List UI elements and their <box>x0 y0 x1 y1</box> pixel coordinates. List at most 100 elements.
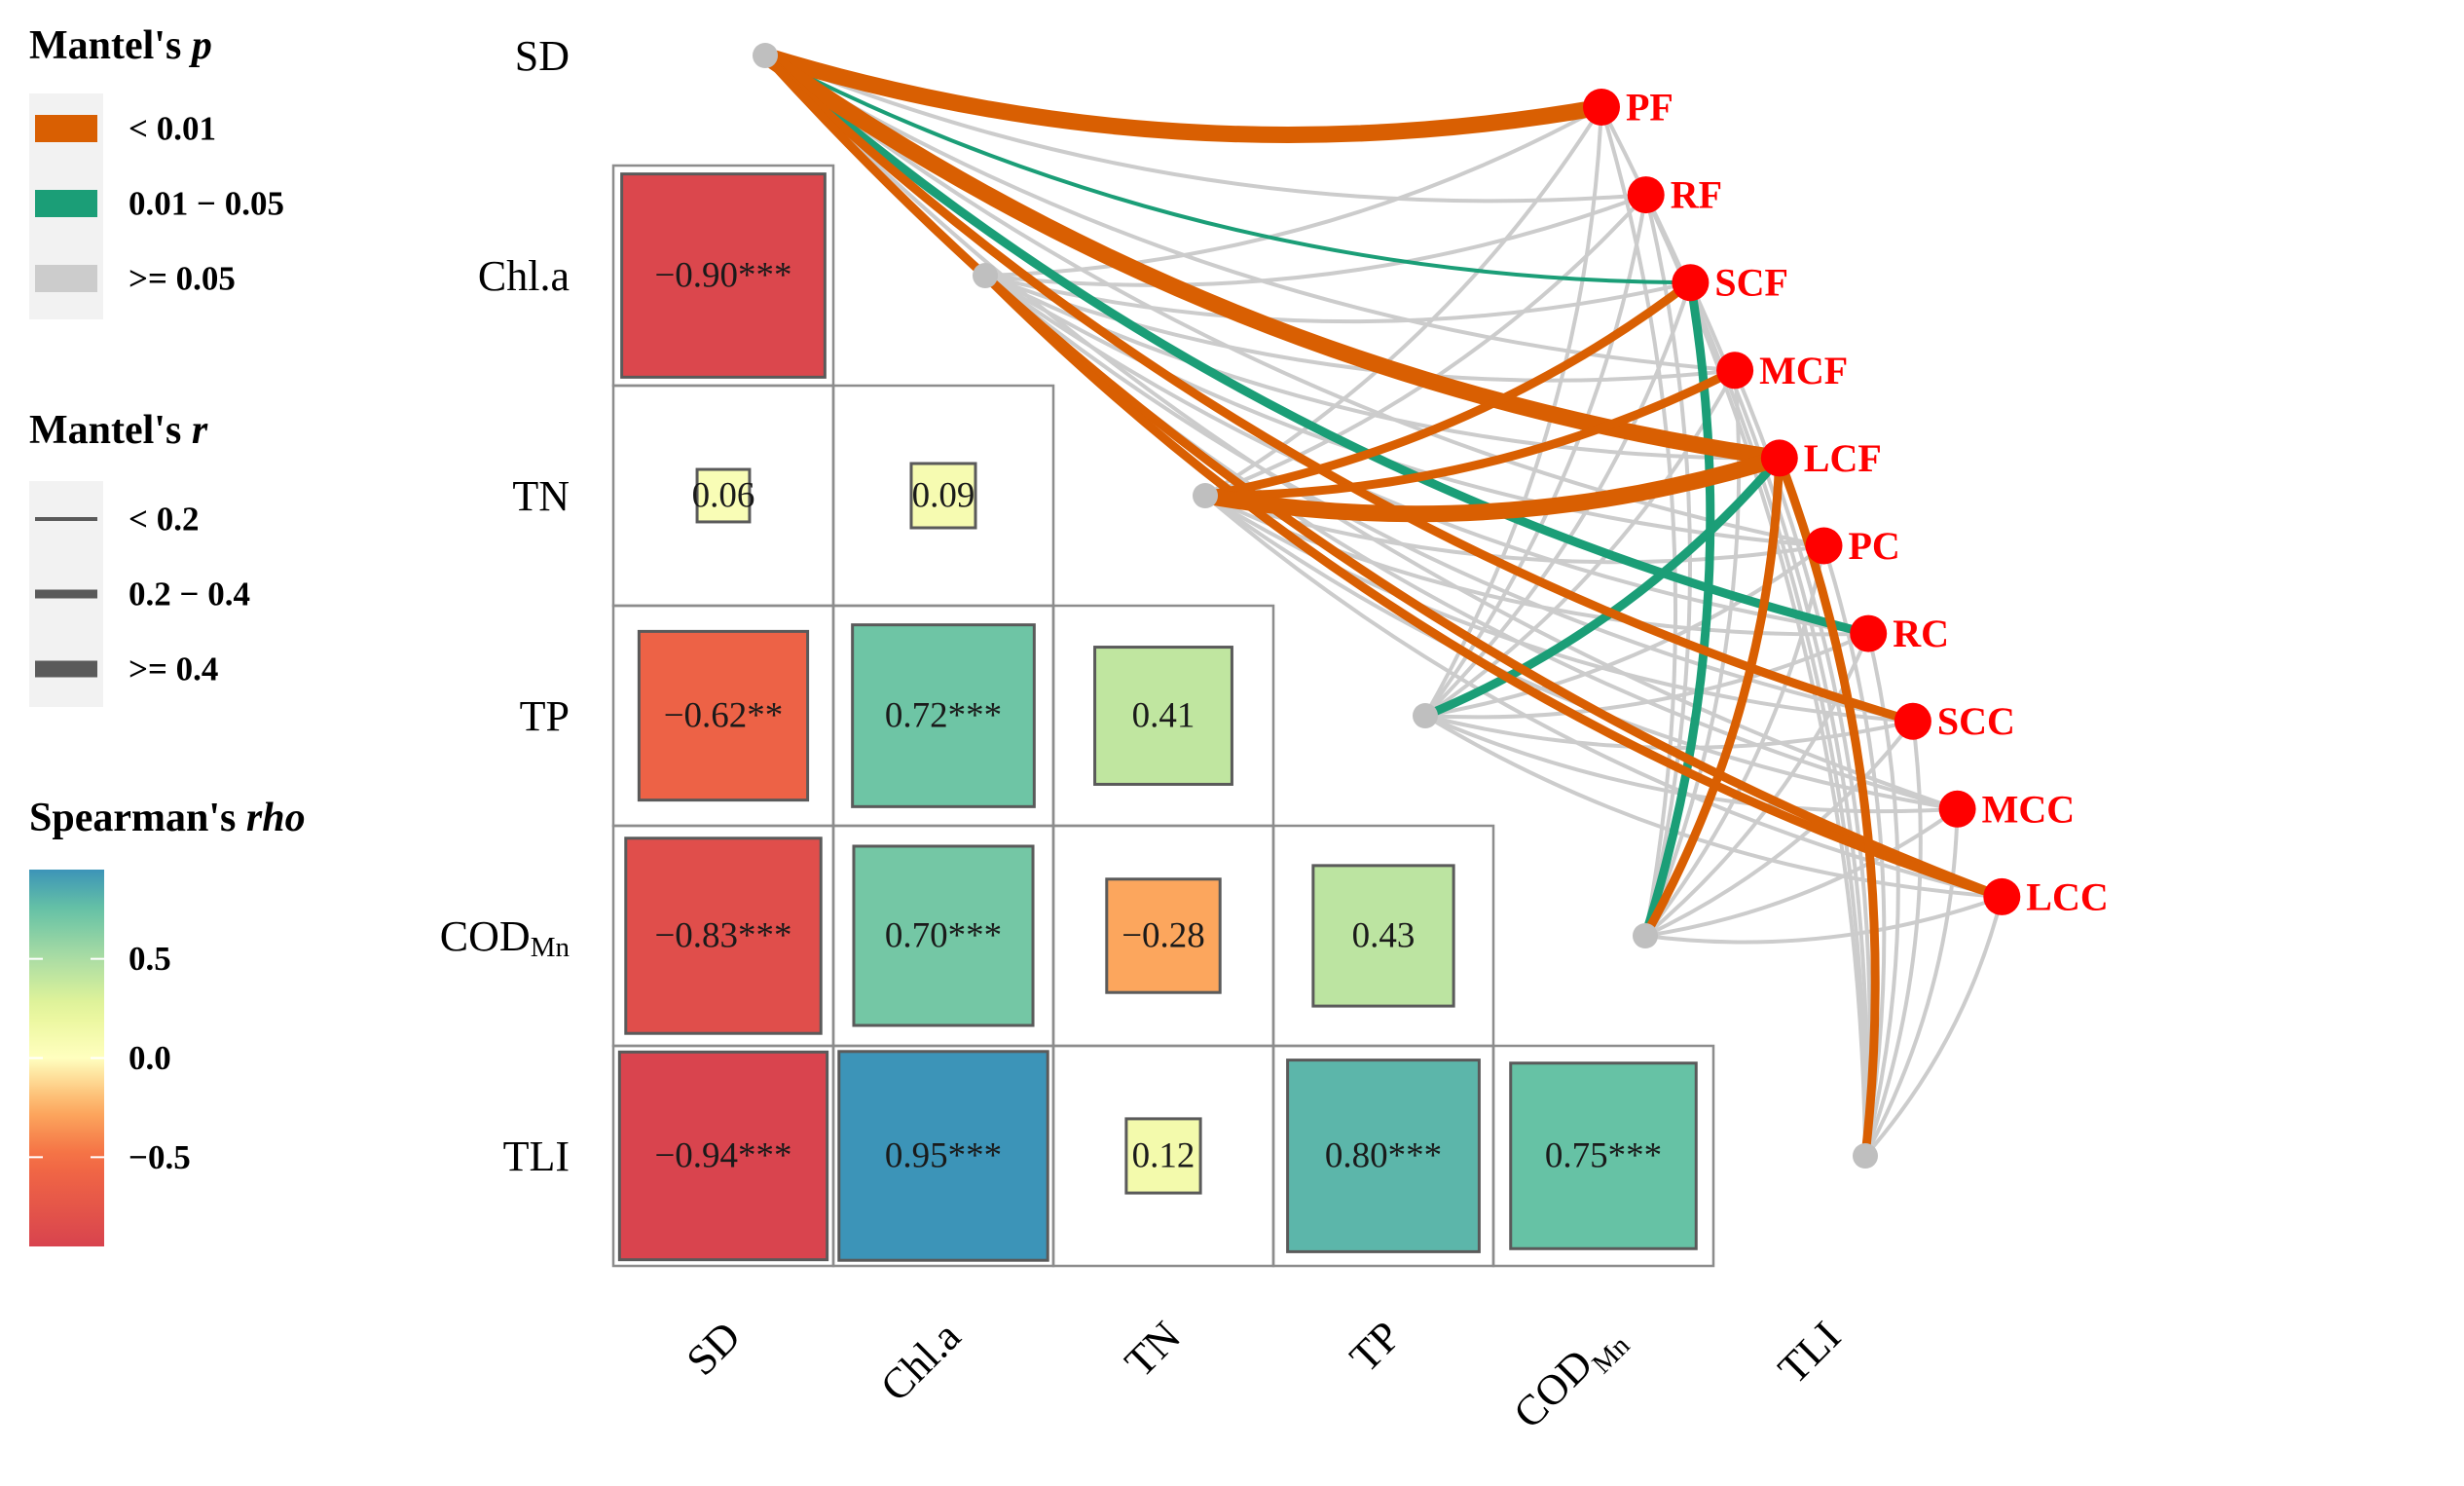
network-nodes: PF RF SCF MCF LCF PC RC SCC MCC LCC <box>753 43 2109 1169</box>
col-label-tp: TP <box>1341 1312 1410 1381</box>
bio-label-pf: PF <box>1626 86 1673 130</box>
corr-label-tli-tp: 0.80*** <box>1325 1136 1442 1176</box>
mantel-links <box>756 47 2006 1161</box>
corr-square-tp-chl-a <box>851 623 1036 808</box>
env-node-chl-a <box>973 263 998 288</box>
bio-node-pc <box>1805 527 1843 565</box>
env-node-cod-mn <box>1633 923 1658 948</box>
bio-node-mcc <box>1938 790 1976 828</box>
bio-node-scc <box>1894 702 1931 740</box>
link-tn-lcf <box>1196 449 1788 523</box>
link-sd-pf <box>756 47 1610 143</box>
link-tli-lcc <box>1863 894 2004 1158</box>
row-label-cod-mn: CODMn <box>440 912 570 964</box>
corr-label-tp-sd: −0.62** <box>664 696 784 736</box>
link-chl-a-mcf <box>983 274 1738 383</box>
link-tn-rc <box>1203 494 1871 637</box>
row-label-tn: TN <box>512 472 570 520</box>
link-tli-rf <box>1643 193 1868 1158</box>
row-label-tli: TLI <box>503 1133 570 1180</box>
legend-r-label-1: 0.2 − 0.4 <box>129 576 250 613</box>
corr-square-tp-tn <box>1093 646 1233 786</box>
link-chl-a-pf <box>983 105 1603 278</box>
bio-node-mcf <box>1716 352 1754 390</box>
corr-square-tli-sd <box>617 1050 829 1262</box>
corr-square-tn-sd <box>695 467 752 524</box>
legend-p-label-2: >= 0.05 <box>129 260 236 298</box>
link-tn-rf <box>1203 193 1648 498</box>
corr-label-cod-mn-tp: 0.43 <box>1352 916 1416 956</box>
env-node-sd <box>753 43 778 68</box>
link-cod-mn-scf <box>1640 278 1715 941</box>
bio-label-mcf: MCF <box>1759 349 1848 392</box>
link-tli-scf <box>1688 280 1869 1158</box>
row-label-sd: SD <box>515 32 570 80</box>
link-cod-mn-pf <box>1600 105 1678 938</box>
link-cod-mn-lcf <box>1640 453 1784 941</box>
env-node-tp <box>1413 703 1438 728</box>
link-chl-a-scc <box>983 274 1915 724</box>
corr-square-chl-a-sd <box>620 172 827 379</box>
col-label-tn: TN <box>1116 1312 1190 1386</box>
link-sd-lcf <box>756 47 1788 466</box>
corr-square-cod-mn-sd <box>624 836 823 1035</box>
link-sd-lcc <box>760 51 2006 902</box>
legend-p-label-0: < 0.01 <box>129 110 216 148</box>
link-tn-pf <box>1203 105 1603 498</box>
row-label-chl-a: Chl.a <box>478 252 570 300</box>
corr-label-cod-mn-sd: −0.83*** <box>654 916 791 956</box>
link-sd-rf <box>763 54 1648 204</box>
legend-p-title: Mantel's p <box>29 23 212 68</box>
corr-square-tn-chl-a <box>909 462 977 530</box>
corr-square-cod-mn-tp <box>1311 864 1455 1008</box>
link-tli-rc <box>1863 631 1900 1158</box>
link-cod-mn-lcc <box>1643 894 2004 945</box>
link-tp-rf <box>1423 193 1648 718</box>
legend-p-label-1: 0.01 − 0.05 <box>129 185 284 223</box>
corr-square-tli-chl-a <box>837 1050 1049 1262</box>
bio-label-rc: RC <box>1893 612 1949 655</box>
legend-p-key-1 <box>35 190 97 217</box>
col-label-sd: SD <box>678 1312 750 1384</box>
corr-label-tn-chl-a: 0.09 <box>912 476 975 516</box>
link-sd-pc <box>763 54 1826 548</box>
correlation-grid <box>611 164 1715 1268</box>
bio-label-mcc: MCC <box>1982 787 2076 831</box>
bio-node-pf <box>1583 89 1620 126</box>
bio-label-pc: PC <box>1849 524 1900 568</box>
grid-cell-tli-cod-mn <box>1491 1044 1715 1268</box>
corr-label-tli-chl-a: 0.95*** <box>885 1136 1002 1176</box>
corr-square-cod-mn-chl-a <box>852 844 1035 1027</box>
corr-label-tp-tn: 0.41 <box>1132 696 1195 736</box>
corr-label-tli-tn: 0.12 <box>1132 1136 1195 1176</box>
corr-square-tp-sd <box>637 629 810 802</box>
corr-label-tp-chl-a: 0.72*** <box>885 696 1002 736</box>
bio-label-lcc: LCC <box>2026 874 2108 918</box>
env-node-tli <box>1853 1143 1878 1169</box>
corr-label-cod-mn-tn: −0.28 <box>1122 916 1205 956</box>
bio-label-scf: SCF <box>1714 261 1788 305</box>
corr-square-tli-cod-mn <box>1509 1061 1698 1250</box>
legend-p-key-0 <box>35 115 97 142</box>
legend-r-label-0: < 0.2 <box>129 501 199 539</box>
link-tp-mcf <box>1423 368 1738 718</box>
bio-node-scf <box>1672 264 1710 302</box>
legend-r-title: Mantel's r <box>29 408 208 453</box>
bio-node-rc <box>1850 614 1888 652</box>
link-chl-a-lcc <box>980 271 2006 902</box>
col-label-chl-a: Chl.a <box>871 1312 970 1410</box>
link-chl-a-rf <box>983 193 1648 287</box>
spearman-squares: −0.90*** 0.06 0.09 −0.62** 0.72*** 0.41 −0.83*… <box>617 172 1698 1262</box>
bio-node-lcc <box>1983 877 2021 915</box>
corr-square-tli-tp <box>1286 1059 1481 1253</box>
corr-label-cod-mn-chl-a: 0.70*** <box>885 916 1002 956</box>
link-sd-scc <box>760 51 1918 726</box>
legend-p-key-2 <box>35 265 97 292</box>
env-node-tn <box>1193 483 1218 508</box>
link-tp-lcf <box>1420 453 1784 721</box>
legend-rho-label-1: 0.0 <box>129 1039 171 1077</box>
corr-square-cod-mn-tn <box>1105 877 1222 994</box>
link-tli-mcc <box>1863 806 1960 1158</box>
link-tn-mcf <box>1200 365 1740 501</box>
